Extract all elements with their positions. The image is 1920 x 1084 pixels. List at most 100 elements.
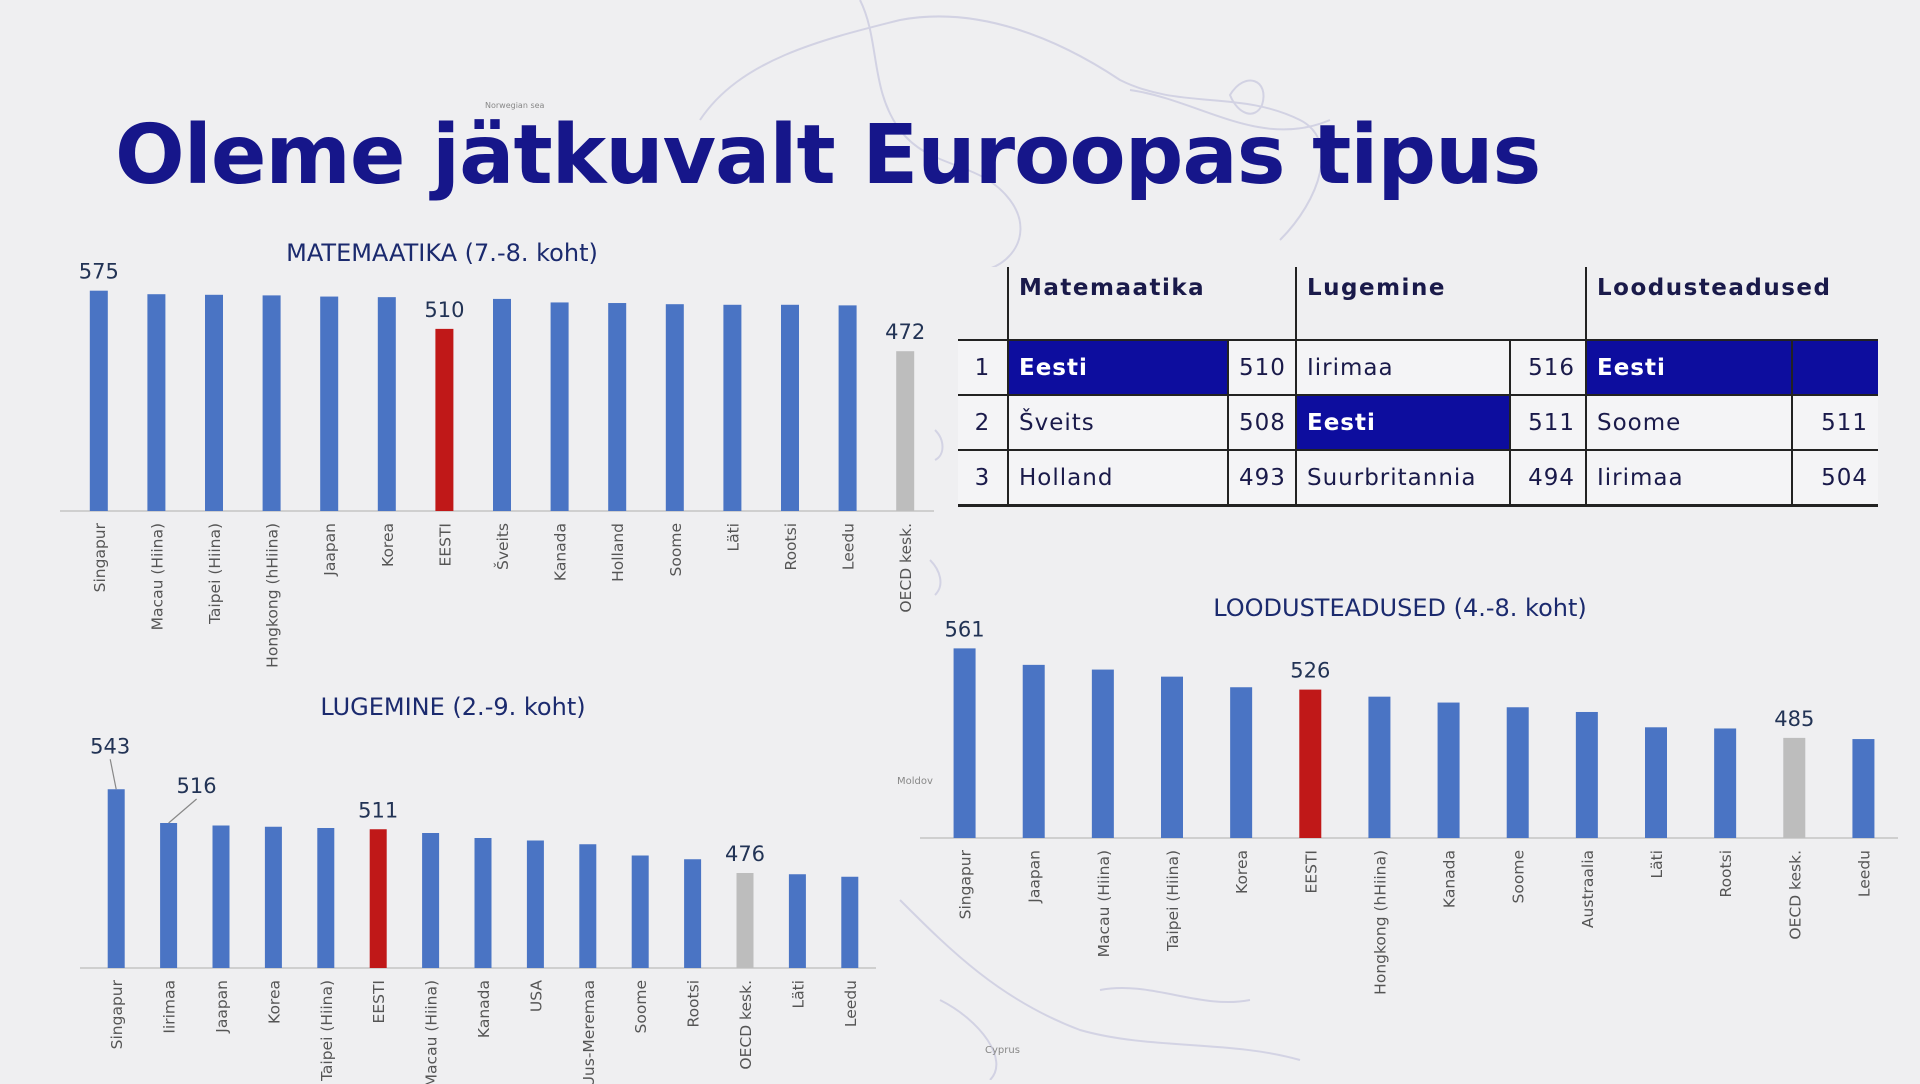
science-tick-label: Rootsi [1717, 850, 1735, 898]
reading-tick-label: Iirimaa [161, 980, 179, 1034]
rank-cell: 3 [958, 450, 1008, 507]
science-chart-title: LOODUSTEADUSED (4.-8. koht) [1213, 594, 1587, 622]
reading-tick-label: Rootsi [685, 980, 703, 1028]
math-bar [435, 328, 454, 511]
reading-tick-label: Taipei (Hiina) [318, 980, 336, 1082]
map-label-sea: Norwegian sea [485, 101, 545, 110]
reading-chart: LUGEMINE (2.-9. koht) Singapur 543 Iirimaa 5… [80, 693, 890, 1084]
reading-bar [107, 789, 125, 968]
science-tick-label: Leedu [1855, 850, 1873, 897]
science-tick-label: Austraalia [1579, 850, 1597, 928]
reading-bar [422, 833, 440, 968]
reading-tick-label: Läti [789, 980, 807, 1009]
science-tick-label: Kanada [1441, 850, 1459, 908]
reading-bar [579, 844, 597, 968]
science-bar [1022, 664, 1045, 838]
reading-bar [212, 825, 230, 968]
science-data-label: 561 [945, 617, 985, 641]
reading-tick-label: OECD kesk. [737, 980, 755, 1070]
reading-leader-line [168, 798, 197, 824]
reading-bar [264, 826, 282, 968]
table-row: 1 Eesti 510 Iirimaa 516 Eesti [958, 339, 1878, 396]
science-chart: LOODUSTEADUSED (4.-8. koht) Singapur 561 Ja… [920, 586, 1910, 995]
science-tick-label: Taipei (Hiina) [1164, 850, 1182, 952]
math-country-cell: Eesti [1007, 339, 1228, 396]
science-score-cell: 511 [1791, 395, 1878, 451]
math-bar [896, 351, 915, 511]
science-bar [1852, 739, 1875, 838]
reading-score-cell: 511 [1509, 395, 1586, 451]
math-chart-title: MATEMAATIKA (7.-8. koht) [286, 239, 598, 267]
reading-data-label: 511 [358, 798, 398, 822]
science-tick-label: Hongkong (hHiina) [1371, 850, 1389, 995]
reading-tick-label: Leedu [842, 980, 860, 1027]
reading-score-cell: 494 [1509, 450, 1586, 507]
math-data-label: 575 [79, 260, 119, 284]
math-score-cell: 493 [1227, 450, 1296, 507]
reading-bar [369, 829, 387, 968]
science-tick-label: Läti [1648, 850, 1666, 879]
reading-chart-title: LUGEMINE (2.-9. koht) [320, 693, 585, 721]
rank-cell: 2 [958, 395, 1008, 451]
science-bar [1783, 737, 1806, 838]
science-data-label: 485 [1774, 707, 1814, 731]
reading-tick-label: Soome [632, 980, 650, 1033]
header-math-score [1228, 267, 1296, 340]
math-tick-label: Läti [724, 523, 742, 552]
header-science: Loodusteadused [1585, 267, 1830, 340]
header-science-score [1792, 267, 1878, 340]
science-country-cell: Eesti [1585, 339, 1792, 396]
science-tick-label: Jaapan [1026, 850, 1044, 904]
math-tick-label: Leedu [840, 523, 858, 570]
science-chart-svg: LOODUSTEADUSED (4.-8. koht) Singapur 561 Ja… [920, 594, 1898, 995]
science-tick-label: Korea [1233, 850, 1251, 894]
math-chart: MATEMAATIKA (7.-8. koht) Singapur 575 Macau… [60, 228, 934, 668]
math-bar [147, 294, 166, 511]
reading-tick-label: Korea [265, 980, 283, 1024]
reading-chart-svg: LUGEMINE (2.-9. koht) Singapur 543 Iirimaa 5… [80, 693, 876, 1084]
reading-bar [160, 823, 178, 968]
map-label-cyprus: Cyprus [985, 1045, 1020, 1056]
reading-data-label: 543 [90, 734, 130, 758]
science-tick-label: Macau (Hiina) [1095, 850, 1113, 957]
math-tick-label: Taipei (Hiina) [206, 523, 224, 625]
science-bar [1299, 689, 1322, 838]
reading-data-label: 476 [725, 842, 765, 866]
reading-bar [736, 873, 754, 968]
science-country-cell: Soome [1585, 395, 1792, 451]
reading-country-cell: Iirimaa [1295, 339, 1510, 396]
math-bar [550, 302, 569, 511]
science-bar [1575, 711, 1598, 838]
header-rank [958, 267, 1008, 340]
reading-tick-label: Jaapan [213, 980, 231, 1034]
math-tick-label: Šveits [493, 523, 512, 570]
math-country-cell: Holland [1007, 450, 1228, 507]
results-table: Matemaatika Lugemine Loodusteadused 1 Ee… [958, 267, 1878, 507]
math-bar [205, 294, 223, 511]
science-bar [1714, 728, 1737, 838]
math-score-cell: 508 [1227, 395, 1296, 451]
math-bar [781, 304, 799, 511]
math-score-cell: 510 [1227, 339, 1296, 396]
reading-tick-label: Uus-Meremaa [580, 980, 598, 1084]
reading-bar [788, 874, 806, 968]
table-header-row: Matemaatika Lugemine Loodusteadused [958, 267, 1878, 340]
science-bar [1437, 702, 1460, 838]
table-row: 2 Šveits 508 Eesti 511 Soome 511 [958, 395, 1878, 451]
math-bar [377, 297, 396, 511]
science-bar [1368, 696, 1391, 838]
math-bar [89, 290, 108, 511]
reading-score-cell: 516 [1509, 339, 1586, 396]
science-data-label: 526 [1290, 659, 1330, 683]
reading-country-cell: Suurbritannia [1295, 450, 1510, 507]
reading-leader-line [109, 759, 117, 790]
science-tick-label: EESTI [1302, 850, 1320, 893]
math-data-label: 510 [424, 298, 464, 322]
science-bar [1506, 707, 1529, 838]
science-score-cell: 504 [1791, 450, 1878, 507]
math-tick-label: Kanada [552, 523, 570, 581]
science-tick-label: Singapur [957, 849, 975, 919]
header-reading: Lugemine [1295, 267, 1510, 340]
math-bar [493, 298, 511, 511]
